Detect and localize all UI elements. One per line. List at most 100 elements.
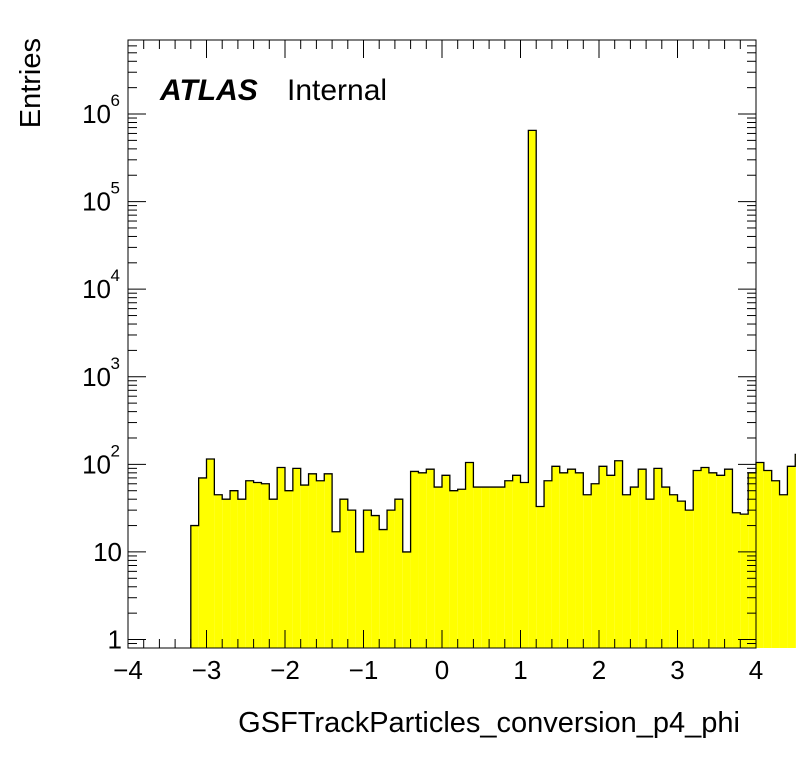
histogram-bar [496, 487, 505, 648]
histogram-bar [504, 480, 513, 648]
histogram-bar [465, 462, 474, 648]
histogram-bar [457, 489, 466, 648]
histogram-bar [379, 529, 388, 648]
histogram-bar [599, 466, 607, 648]
x-tick-labels: −4 −3 −2 −1 0 1 2 3 4 [113, 655, 763, 685]
histogram-bar [520, 482, 529, 648]
histogram-bar [779, 494, 788, 648]
histogram-bar [693, 470, 702, 648]
histogram-bar [230, 490, 238, 648]
histogram-bar [308, 473, 317, 648]
histogram-bar [669, 494, 678, 648]
histogram-bar [646, 499, 654, 648]
x-axis-label: GSFTrackParticles_conversion_p4_phi [238, 707, 740, 739]
histogram-bar [410, 471, 419, 648]
histogram-bar [245, 480, 254, 648]
axis-ticks [127, 39, 757, 649]
plot-frame [127, 39, 757, 649]
histogram-bar [661, 487, 670, 648]
internal-label: Internal [287, 74, 387, 107]
y-tick-exponent: 2 [111, 441, 120, 460]
histogram-bar [771, 480, 780, 648]
histogram-bar [763, 470, 772, 648]
histogram-bar [292, 468, 301, 648]
histogram-bar [740, 514, 749, 648]
histogram-bar [355, 551, 364, 648]
histogram-bar [724, 469, 733, 648]
histogram-bar [222, 499, 231, 648]
histogram-bar [614, 460, 623, 648]
y-axis-label: Entries [15, 38, 47, 128]
histogram-bar [481, 487, 490, 648]
histogram-bar [449, 490, 458, 648]
histogram-bar [300, 485, 309, 648]
histogram-bar [418, 472, 427, 648]
atlas-label: ATLAS [159, 74, 258, 107]
histogram-bar [347, 510, 356, 648]
histogram-bar [630, 487, 639, 648]
y-tick-label: 10 [82, 362, 111, 392]
histogram-bar [261, 483, 270, 648]
histogram-bar [198, 477, 207, 648]
y-tick-exponent: 4 [111, 266, 120, 285]
y-tick-exponent: 3 [111, 354, 120, 373]
x-tick-label: −3 [192, 655, 222, 685]
x-tick-label: 3 [670, 655, 684, 685]
histogram-bar [394, 499, 403, 648]
histogram-bar [575, 472, 584, 648]
histogram-bar [716, 475, 725, 648]
histogram-bar [339, 499, 348, 648]
histogram-bar [559, 472, 568, 648]
y-tick-exponent: 6 [111, 91, 120, 110]
histogram-bar [332, 531, 340, 648]
histogram-bar [701, 467, 709, 648]
histogram-bar [473, 487, 482, 648]
y-tick-label: 10 [93, 537, 122, 567]
histogram-bar [316, 480, 325, 648]
histogram-bar [638, 469, 647, 648]
histogram-bar [787, 466, 796, 648]
y-tick-label: 10 [82, 99, 111, 129]
histogram-bar [237, 499, 246, 648]
histogram-bar [489, 487, 497, 648]
histogram-bar [685, 510, 694, 648]
histogram-bars [190, 129, 796, 648]
histogram-bar [567, 469, 576, 648]
y-tick-label: 10 [82, 274, 111, 304]
histogram-bar [677, 501, 686, 648]
x-tick-label: −2 [270, 655, 300, 685]
x-tick-label: 4 [749, 655, 763, 685]
histogram-bar [591, 483, 599, 648]
histogram-bar [583, 494, 592, 648]
histogram-bar [324, 473, 333, 648]
histogram-bar [536, 506, 545, 648]
histogram-bar [387, 510, 395, 648]
histogram-bar [512, 475, 521, 648]
histogram-outline [190, 129, 796, 648]
x-tick-label: 1 [513, 655, 527, 685]
x-tick-label: 0 [435, 655, 449, 685]
histogram-bar [190, 525, 199, 648]
y-tick-label: 10 [82, 187, 111, 217]
histogram-bar [606, 475, 615, 648]
histogram-bar [622, 494, 631, 648]
histogram-bar [363, 510, 372, 648]
histogram-bar [253, 482, 262, 648]
histogram-bar [285, 490, 293, 648]
histogram-bar [214, 494, 223, 648]
histogram-bar [434, 487, 442, 648]
histogram-bar [544, 480, 552, 648]
histogram-bar [402, 551, 411, 648]
histogram-bar [653, 468, 662, 648]
histogram-bar [269, 499, 278, 648]
histogram-bar [708, 472, 717, 648]
x-tick-label: 2 [592, 655, 606, 685]
y-tick-label: 10 [82, 449, 111, 479]
histogram-bar [442, 475, 450, 648]
histogram-bar [551, 466, 560, 648]
y-tick-exponent: 5 [111, 179, 120, 198]
x-tick-label: −1 [349, 655, 379, 685]
histogram-bar [426, 469, 435, 648]
